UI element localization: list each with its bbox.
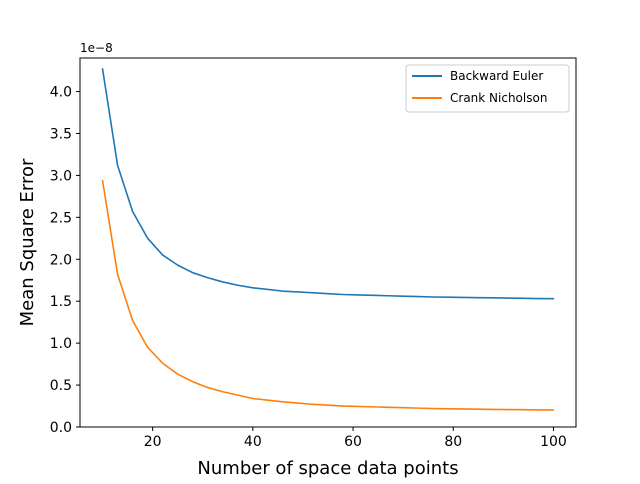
y-tick-label: 1.5 <box>50 294 72 310</box>
x-axis-ticks: 20 40 60 80 100 <box>144 427 567 450</box>
y-axis-offset-label: 1e−8 <box>80 41 113 55</box>
legend-label-crank-nicholson: Crank Nicholson <box>450 91 547 105</box>
y-tick-label: 3.0 <box>50 168 72 184</box>
y-tick-label: 1.0 <box>50 336 72 352</box>
x-axis-label: Number of space data points <box>197 458 458 479</box>
x-tick-label: 40 <box>244 434 262 450</box>
x-tick-label: 60 <box>344 434 362 450</box>
y-tick-label: 0.0 <box>50 420 72 436</box>
x-tick-label: 80 <box>444 434 462 450</box>
legend: Backward Euler Crank Nicholson <box>405 64 570 113</box>
y-tick-label: 2.0 <box>50 252 72 268</box>
legend-label-backward-euler: Backward Euler <box>450 69 543 83</box>
x-tick-label: 100 <box>540 434 567 450</box>
y-tick-label: 2.5 <box>50 210 72 226</box>
plot-lines <box>101 68 555 411</box>
y-tick-label: 3.5 <box>50 126 72 142</box>
y-tick-label: 4.0 <box>50 85 72 101</box>
legend-box <box>405 64 570 113</box>
series-line-backward-euler <box>101 68 555 300</box>
y-axis-ticks: 0.0 0.5 1.0 1.5 2.0 2.5 3.0 3.5 4.0 <box>50 85 80 436</box>
y-axis-label: Mean Square Error <box>17 158 38 326</box>
axes-frame <box>79 57 577 428</box>
y-tick-label: 0.5 <box>50 378 72 394</box>
x-tick-label: 20 <box>144 434 162 450</box>
series-line-crank-nicholson <box>101 179 555 411</box>
